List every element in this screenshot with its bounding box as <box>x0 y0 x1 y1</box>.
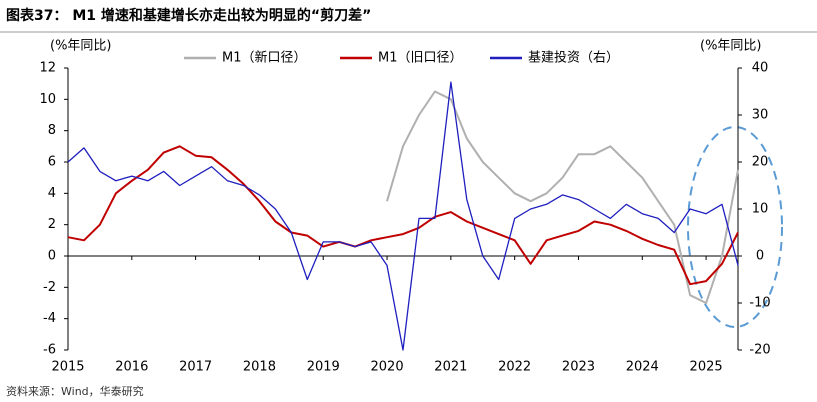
x-tick-label: 2016 <box>115 360 148 375</box>
y-tick-label: -4 <box>43 311 56 326</box>
y-tick-label: 8 <box>48 123 56 138</box>
y2-tick-label: 20 <box>752 155 769 170</box>
y-tick-label: 10 <box>39 92 56 107</box>
y2-tick-label: -10 <box>749 296 770 311</box>
x-tick-label: 2021 <box>434 360 467 375</box>
y-tick-label: 0 <box>48 249 56 264</box>
series-line <box>386 90 739 304</box>
y-axis-label: (%年同比) <box>50 39 112 54</box>
source: 资料来源：Wind，华泰研究 <box>6 384 144 398</box>
y-tick-label: 12 <box>39 61 56 76</box>
y2-axis-label: (%年同比) <box>700 39 762 54</box>
x-tick-label: 2017 <box>179 360 212 375</box>
y2-tick-label: 30 <box>752 108 769 123</box>
y2-tick-label: 40 <box>752 61 769 76</box>
series-line <box>67 145 739 286</box>
y-tick-label: -2 <box>43 280 56 295</box>
y2-tick-label: 0 <box>756 249 764 264</box>
legend-label: M1（新口径） <box>222 50 307 66</box>
x-tick-label: 2022 <box>498 360 531 375</box>
legend-label: 基建投资（右） <box>528 50 619 66</box>
x-tick-label: 2018 <box>243 360 276 375</box>
x-tick-label: 2020 <box>371 360 404 375</box>
legend-label: M1（旧口径） <box>378 51 463 66</box>
chart-title: 图表37： M1 增速和基建增长亦走出较为明显的“剪刀差” <box>6 7 371 24</box>
y-tick-label: -6 <box>43 343 56 358</box>
y-tick-label: 2 <box>48 217 56 232</box>
x-tick-label: 2025 <box>690 360 723 375</box>
x-tick-label: 2015 <box>51 360 84 375</box>
highlight-ellipse <box>687 126 783 328</box>
series-line <box>67 81 739 351</box>
x-tick-label: 2019 <box>307 360 340 375</box>
y2-tick-label: 10 <box>752 202 769 217</box>
y-tick-label: 4 <box>48 186 56 201</box>
y2-tick-label: -20 <box>749 343 770 358</box>
x-tick-label: 2024 <box>626 360 659 375</box>
y-tick-label: 6 <box>48 155 56 170</box>
x-tick-label: 2023 <box>562 360 595 375</box>
